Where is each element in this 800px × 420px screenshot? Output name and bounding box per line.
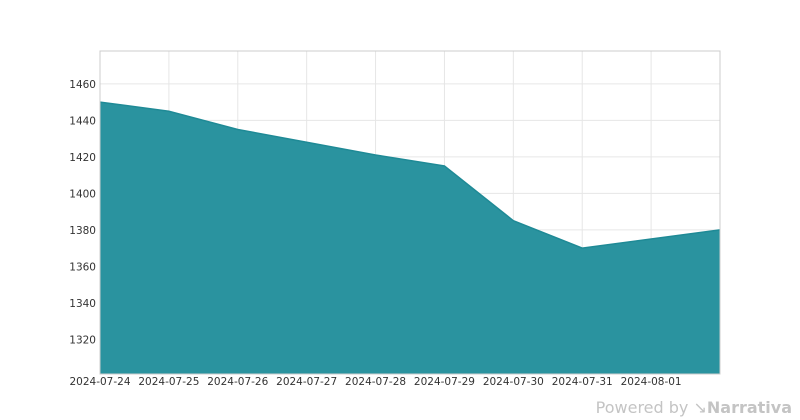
y-tick-label: 1400 (69, 188, 96, 200)
x-tick-label: 2024-07-25 (138, 376, 199, 388)
y-tick-label: 1320 (69, 334, 96, 346)
series-area (100, 102, 720, 375)
y-tick-label: 1340 (69, 298, 96, 310)
plot-frame (99, 50, 721, 375)
watermark-prefix: Powered by (595, 398, 689, 417)
y-tick-label: 1380 (69, 225, 96, 237)
x-tick-label: 2024-07-28 (345, 376, 406, 388)
y-axis-ticks: 1320 1340 1360 1380 1400 1420 1440 1460 (69, 79, 96, 346)
x-tick-label: 2024-07-31 (552, 376, 613, 388)
area-layer (99, 101, 721, 375)
watermark-brand: Narrativa (706, 398, 792, 417)
x-tick-label: 2024-07-24 (69, 376, 130, 388)
x-tick-label: 2024-07-30 (483, 376, 544, 388)
x-axis-ticks: 2024-07-24 2024-07-25 2024-07-26 2024-07-27… (69, 376, 681, 388)
x-tick-label: 2024-08-01 (621, 376, 682, 388)
y-tick-label: 1360 (69, 261, 96, 273)
x-tick-label: 2024-07-29 (414, 376, 475, 388)
series-line (99, 101, 721, 249)
narrativa-logo-icon: ↘ (693, 398, 707, 417)
x-tick-label: 2024-07-26 (207, 376, 268, 388)
y-tick-label: 1420 (69, 152, 96, 164)
x-tick-label: 2024-07-27 (276, 376, 337, 388)
watermark: Powered by ↘Narrativa (596, 398, 792, 417)
y-tick-label: 1460 (69, 79, 96, 91)
y-tick-label: 1440 (69, 115, 96, 127)
